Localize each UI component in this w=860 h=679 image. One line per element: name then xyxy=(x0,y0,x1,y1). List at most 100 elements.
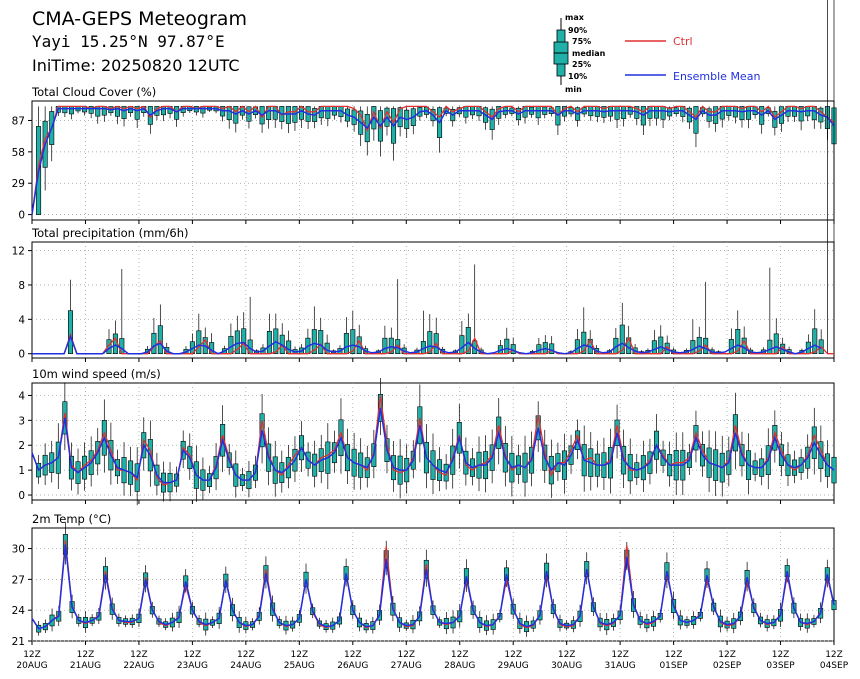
legend-max: max xyxy=(565,13,585,22)
temperature-frame xyxy=(31,527,835,642)
xtick-hour-label: 12Z xyxy=(665,650,683,660)
precip-box xyxy=(619,324,625,355)
cloud-cover-panel: Total Cloud Cover (%) 0 29 58 87 xyxy=(12,85,837,224)
cloud-cover-box xyxy=(88,106,94,114)
legend-mean-label: Ensemble Mean xyxy=(673,70,760,83)
cloud-cover-mean-line xyxy=(31,107,835,215)
precip-boxes xyxy=(67,0,835,355)
cloud-cover-title: Total Cloud Cover (%) xyxy=(31,85,156,99)
xtick-hour-label: 12Z xyxy=(344,650,362,660)
wind-speed-ytick-label: 2 xyxy=(18,440,25,452)
xtick-hour-label: 12Z xyxy=(504,650,522,660)
xtick-hour-label: 12Z xyxy=(451,650,469,660)
cloud-cover-box xyxy=(325,106,331,119)
precip-box xyxy=(388,337,394,355)
cloud-cover-boxes xyxy=(36,106,837,215)
cloud-cover-ctrl-line xyxy=(31,105,835,215)
temperature-mean-line xyxy=(31,544,835,630)
xtick-date-label: 25AUG xyxy=(284,661,315,671)
precip-box xyxy=(350,329,356,355)
xtick-hour-label: 12Z xyxy=(558,650,576,660)
cloud-cover-box xyxy=(732,106,738,118)
precip-box xyxy=(581,331,587,355)
cloud-cover-box xyxy=(62,106,68,114)
xtick-date-label: 29AUG xyxy=(498,661,529,671)
cloud-cover-box xyxy=(463,106,469,118)
legend-median: median xyxy=(572,49,606,58)
xtick-date-label: 23AUG xyxy=(177,661,208,671)
xtick-date-label: 02SEP xyxy=(713,661,742,671)
wind-speed-ytick-label: 0 xyxy=(18,490,25,502)
initime-label: IniTime: 20250820 12UTC xyxy=(32,56,240,75)
precip-box xyxy=(67,310,73,355)
precip-ytick-label: 4 xyxy=(18,314,25,326)
wind-speed-ytick-label: 1 xyxy=(18,465,25,477)
temperature-ytick-label: 24 xyxy=(12,605,26,617)
xtick-date-label: 26AUG xyxy=(337,661,368,671)
xtick-hour-label: 12Z xyxy=(772,650,790,660)
precip-box xyxy=(735,328,741,355)
precip-box xyxy=(773,333,779,355)
xtick-date-label: 28AUG xyxy=(444,661,475,671)
precip-box xyxy=(504,338,510,355)
precip-box xyxy=(151,332,157,355)
precip-box xyxy=(241,328,247,355)
wind-speed-ytick-label: 3 xyxy=(18,415,25,427)
precip-ctrl-line xyxy=(32,332,834,355)
xtick-hour-label: 12Z xyxy=(718,650,736,660)
temperature-ytick-label: 27 xyxy=(12,574,25,586)
precip-box xyxy=(157,325,163,355)
precip-box xyxy=(690,340,696,355)
precip-ytick-label: 12 xyxy=(12,246,25,258)
legend-p25: 25% xyxy=(572,60,591,69)
cloud-cover-box xyxy=(746,106,752,120)
precip-box xyxy=(318,330,324,355)
cloud-cover-box xyxy=(285,106,291,124)
wind-speed-boxes xyxy=(36,378,837,506)
cloud-cover-box xyxy=(660,106,666,120)
cloud-cover-box xyxy=(134,106,140,120)
cloud-cover-ytick-label: 0 xyxy=(18,210,25,222)
cloud-cover-ytick-label: 29 xyxy=(12,178,25,190)
cloud-cover-box xyxy=(121,106,127,119)
precip-box xyxy=(549,343,555,355)
precip-box xyxy=(728,339,734,355)
xtick-date-label: 20AUG xyxy=(16,661,47,671)
xtick-hour-label: 12Z xyxy=(23,650,41,660)
xtick-date-label: 31AUG xyxy=(605,661,636,671)
xtick-hour-label: 12Z xyxy=(291,650,309,660)
xtick-date-label: 30AUG xyxy=(551,661,582,671)
precip-box xyxy=(465,327,471,355)
precip-box xyxy=(574,339,580,355)
wind-speed-title: 10m wind speed (m/s) xyxy=(32,367,161,381)
station-label: Yayi 15.25°N 97.87°E xyxy=(32,32,225,51)
xtick-date-label: 24AUG xyxy=(230,661,261,671)
cloud-cover-box xyxy=(68,106,74,115)
cloud-cover-box xyxy=(654,106,660,119)
page-title: CMA-GEPS Meteogram xyxy=(32,8,247,30)
precip-box xyxy=(266,331,272,355)
temperature-ytick-label: 30 xyxy=(12,544,25,556)
xtick-date-label: 03SEP xyxy=(766,661,795,671)
precip-box xyxy=(234,330,240,355)
precip-box xyxy=(459,335,465,355)
xtick-date-label: 21AUG xyxy=(70,661,101,671)
precip-box xyxy=(112,333,118,355)
wind-speed-mean-line xyxy=(31,407,835,484)
precip-box xyxy=(196,330,202,355)
legend-p90: 90% xyxy=(568,26,587,35)
precip-box xyxy=(767,339,773,355)
precip-ytick-label: 0 xyxy=(18,349,25,361)
temperature-ytick-label: 21 xyxy=(12,636,25,648)
legend-min: min xyxy=(565,85,582,94)
wind-speed-frame xyxy=(31,382,835,501)
xtick-hour-label: 12Z xyxy=(237,650,255,660)
xtick-date-label: 01SEP xyxy=(659,661,688,671)
cloud-cover-box xyxy=(101,106,107,116)
xtick-date-label: 27AUG xyxy=(391,661,422,671)
cloud-cover-ytick-label: 58 xyxy=(12,147,25,159)
wind-speed-panel: 10m wind speed (m/s) 0 1 2 3 4 xyxy=(18,367,837,506)
temperature-panel: 2m Temp (°C) 21 24 27 30 xyxy=(12,512,837,648)
precip-box xyxy=(228,335,234,355)
